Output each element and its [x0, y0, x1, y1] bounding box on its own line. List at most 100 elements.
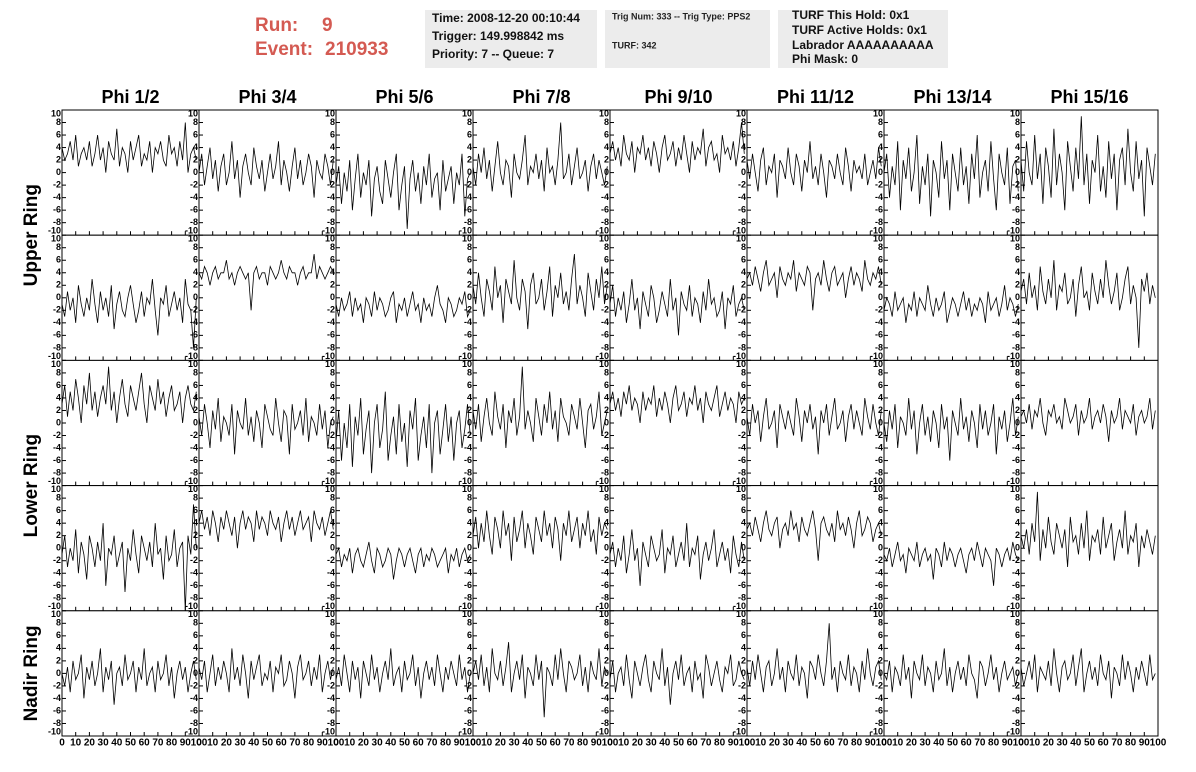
- y-tick-label: -2: [1012, 179, 1020, 189]
- y-tick-label: -2: [327, 179, 335, 189]
- y-tick-label: -6: [1012, 330, 1020, 340]
- y-tick-label: 4: [878, 142, 883, 152]
- y-tick-label: 6: [330, 380, 335, 390]
- y-tick-label: 0: [467, 167, 472, 177]
- y-tick-label: 10: [51, 609, 61, 619]
- y-tick-label: -4: [738, 442, 746, 452]
- y-tick-label: -6: [53, 580, 61, 590]
- y-tick-label: 4: [193, 392, 198, 402]
- y-tick-label: 8: [878, 117, 883, 127]
- y-tick-label: 2: [604, 405, 609, 415]
- panel: [747, 485, 884, 611]
- x-tick-label: 40: [933, 738, 945, 749]
- x-tick-label: 20: [495, 738, 507, 749]
- y-tick-label: -8: [1012, 467, 1020, 477]
- y-tick-label: -4: [327, 442, 335, 452]
- x-tick-label: 80: [851, 738, 863, 749]
- y-tick-label: -2: [875, 305, 883, 315]
- y-tick-label: -2: [738, 430, 746, 440]
- y-tick-label: 4: [604, 643, 609, 653]
- x-tick-label: 20: [358, 738, 370, 749]
- y-tick-label: -10: [870, 476, 883, 486]
- y-tick-label: 10: [188, 234, 198, 244]
- y-tick-label: -8: [601, 217, 609, 227]
- y-tick-label: 0: [56, 167, 61, 177]
- y-tick-label: 4: [193, 518, 198, 528]
- info-line: Trigger: 149.998842 ms: [432, 29, 564, 43]
- x-tick-label: 20: [632, 738, 644, 749]
- y-tick-label: 4: [467, 392, 472, 402]
- y-tick-label: 2: [1015, 154, 1020, 164]
- y-tick-label: -10: [185, 226, 198, 236]
- y-tick-label: 2: [193, 154, 198, 164]
- y-tick-label: 10: [736, 609, 746, 619]
- x-tick-label: 10: [481, 738, 493, 749]
- waveform: [883, 285, 1019, 323]
- x-tick-label: 90: [180, 738, 192, 749]
- y-tick-label: 8: [330, 618, 335, 628]
- y-tick-label: -6: [1012, 205, 1020, 215]
- panel: [62, 235, 199, 361]
- y-tick-label: 10: [736, 234, 746, 244]
- y-tick-label: 10: [188, 484, 198, 494]
- panel: [1021, 485, 1158, 611]
- y-tick-label: 6: [878, 255, 883, 265]
- y-tick-label: -2: [1012, 555, 1020, 565]
- x-tick-label: 100: [602, 738, 619, 749]
- y-tick-label: 4: [604, 518, 609, 528]
- y-tick-label: -2: [875, 430, 883, 440]
- waveform: [472, 253, 608, 330]
- y-tick-label: 6: [467, 129, 472, 139]
- panel: [884, 485, 1021, 611]
- y-tick-label: -10: [596, 476, 609, 486]
- y-tick-label: 10: [736, 108, 746, 118]
- y-tick-label: -8: [875, 467, 883, 477]
- y-tick-label: 2: [193, 405, 198, 415]
- waveform: [335, 153, 471, 229]
- y-tick-label: -10: [459, 476, 472, 486]
- panel: [1021, 360, 1158, 486]
- y-tick-label: -2: [464, 430, 472, 440]
- y-tick-label: 6: [1015, 630, 1020, 640]
- y-tick-label: 2: [330, 530, 335, 540]
- y-tick-label: -4: [53, 693, 61, 703]
- y-tick-label: -10: [1007, 726, 1020, 736]
- y-tick-label: 0: [878, 292, 883, 302]
- waveform: [609, 648, 745, 705]
- y-tick-label: 4: [330, 392, 335, 402]
- x-tick-label: 60: [550, 738, 562, 749]
- y-tick-label: 2: [193, 280, 198, 290]
- waveform: [883, 397, 1019, 461]
- y-tick-label: -4: [738, 693, 746, 703]
- y-tick-label: 4: [1015, 267, 1020, 277]
- x-tick-label: 30: [783, 738, 795, 749]
- y-tick-label: 0: [604, 417, 609, 427]
- y-tick-label: 8: [1015, 242, 1020, 252]
- y-tick-label: 8: [56, 367, 61, 377]
- y-tick-label: 0: [741, 417, 746, 427]
- y-tick-label: 6: [467, 255, 472, 265]
- x-tick-label: 70: [700, 738, 712, 749]
- y-tick-label: 10: [873, 234, 883, 244]
- y-tick-label: 4: [193, 267, 198, 277]
- y-tick-label: -10: [322, 351, 335, 361]
- x-tick-label: 40: [659, 738, 671, 749]
- y-tick-label: -6: [327, 205, 335, 215]
- x-tick-label: 90: [865, 738, 877, 749]
- y-tick-label: -8: [738, 718, 746, 728]
- y-tick-label: -4: [190, 442, 198, 452]
- waveform: [61, 366, 197, 424]
- x-tick-label: 10: [755, 738, 767, 749]
- y-tick-label: 2: [330, 655, 335, 665]
- y-tick-label: -4: [464, 192, 472, 202]
- y-tick-label: 2: [604, 530, 609, 540]
- y-tick-label: 8: [330, 492, 335, 502]
- x-tick-label: 0: [1018, 738, 1024, 749]
- y-tick-label: -4: [464, 442, 472, 452]
- y-tick-label: -4: [875, 693, 883, 703]
- event-number: 210933: [325, 39, 388, 60]
- y-tick-label: 10: [51, 234, 61, 244]
- waveform: [198, 648, 334, 699]
- y-tick-label: 10: [325, 609, 335, 619]
